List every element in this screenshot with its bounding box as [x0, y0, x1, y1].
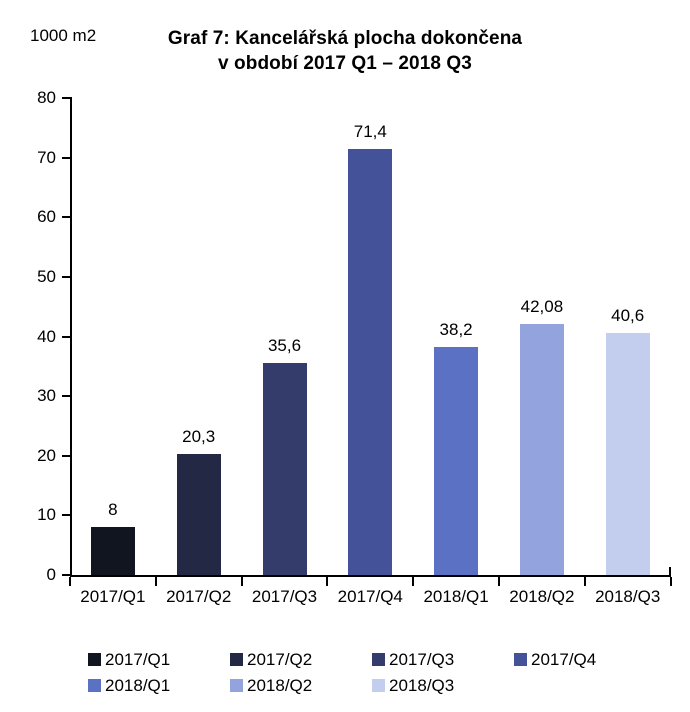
- bar: [262, 362, 307, 575]
- y-axis-tick-label: 80: [37, 88, 56, 107]
- x-axis-category-label: 2018/Q2: [509, 587, 575, 606]
- y-axis-tick-label: 40: [37, 326, 56, 346]
- legend-swatch: [372, 652, 385, 666]
- y-axis-tick-label: 70: [37, 147, 56, 167]
- y-axis-tick: [62, 275, 70, 278]
- legend-label: 2017/Q3: [389, 649, 455, 669]
- x-axis-tick: [669, 577, 672, 586]
- legend-swatch: [88, 678, 101, 692]
- legend-label: 2017/Q1: [105, 649, 171, 669]
- bar-value-label: 71,4: [353, 122, 387, 142]
- legend-item[interactable]: 2017/Q3: [372, 648, 454, 670]
- legend-swatch: [230, 678, 243, 692]
- x-axis-tick: [498, 577, 500, 586]
- y-axis-tick: [62, 335, 70, 338]
- chart-title-line-1: Graf 7: Kancelářská plocha dokončena: [167, 28, 523, 49]
- bar: [519, 324, 564, 575]
- legend-item[interactable]: 2018/Q3: [372, 674, 454, 696]
- bar-value-label: 40,6: [611, 305, 645, 325]
- bar-value-label: 35,6: [267, 335, 302, 355]
- y-axis-tick: [62, 216, 70, 219]
- legend-swatch: [514, 652, 527, 666]
- x-axis-category-label: 2017/Q3: [251, 587, 318, 606]
- plot-area: [70, 98, 670, 575]
- x-axis-category-label: 2017/Q2: [166, 587, 232, 606]
- x-axis-tick: [154, 577, 157, 586]
- x-axis-tick: [583, 577, 586, 586]
- bar-value-label: 42,08: [520, 297, 564, 317]
- bar: [90, 527, 135, 575]
- legend-label: 2017/Q2: [247, 649, 313, 669]
- legend-label: 2018/Q2: [247, 675, 313, 695]
- legend-item[interactable]: 2018/Q1: [88, 674, 170, 696]
- x-axis-tick: [69, 577, 71, 586]
- legend-swatch: [88, 652, 101, 666]
- bar: [434, 347, 479, 575]
- legend-item[interactable]: 2017/Q2: [230, 648, 312, 670]
- legend-label: 2018/Q3: [389, 675, 455, 695]
- legend-swatch: [230, 652, 243, 666]
- x-axis-end-tick: [669, 567, 671, 576]
- bar-value-label: 38,2: [439, 320, 473, 340]
- y-axis-tick: [62, 97, 70, 99]
- y-axis-tick-label: 50: [37, 266, 56, 286]
- x-axis-tick: [326, 577, 329, 586]
- y-axis-tick: [62, 514, 70, 517]
- bar: [605, 332, 650, 575]
- y-axis-tick: [62, 395, 70, 398]
- x-axis-category-label: 2017/Q1: [80, 587, 146, 606]
- chart-title-line-2: v období 2017 Q1 – 2018 Q3: [218, 53, 472, 74]
- y-axis-tick: [62, 574, 70, 576]
- x-axis-tick: [412, 577, 415, 586]
- y-axis-tick-label: 10: [37, 505, 56, 525]
- bar-value-label: 20,3: [182, 426, 216, 446]
- legend-item[interactable]: 2017/Q4: [514, 648, 596, 670]
- x-axis-category-label: 2017/Q4: [337, 587, 403, 606]
- legend-item[interactable]: 2017/Q1: [88, 648, 170, 670]
- legend-label: 2018/Q1: [105, 675, 171, 695]
- y-axis-tick: [62, 156, 70, 159]
- y-axis-tick-label: 20: [37, 445, 56, 465]
- legend-label: 2017/Q4: [531, 649, 597, 669]
- bar: [176, 453, 221, 575]
- y-axis-tick-label: 30: [37, 386, 56, 406]
- x-axis-line: [70, 575, 671, 577]
- y-axis-tick-label: 0: [46, 565, 56, 584]
- legend-swatch: [372, 678, 385, 692]
- y-axis-tick-label: 60: [37, 207, 56, 227]
- y-axis-unit-label: 1000 m2: [30, 26, 97, 45]
- y-axis-line: [70, 97, 72, 576]
- legend-item[interactable]: 2018/Q2: [230, 674, 312, 696]
- x-axis-tick: [240, 577, 243, 586]
- bar-value-label: 8: [108, 500, 118, 520]
- chart-legend: 2017/Q1 2017/Q2 2017/Q3 2017/Q4 2018/Q1 2018/…: [88, 648, 668, 700]
- bar: [348, 149, 393, 575]
- y-axis-tick: [62, 454, 70, 457]
- chart-title: Graf 7: Kancelářská plocha dokončena v o…: [95, 26, 595, 76]
- x-axis-category-label: 2018/Q3: [595, 587, 661, 606]
- x-axis-category-label: 2018/Q1: [423, 587, 489, 606]
